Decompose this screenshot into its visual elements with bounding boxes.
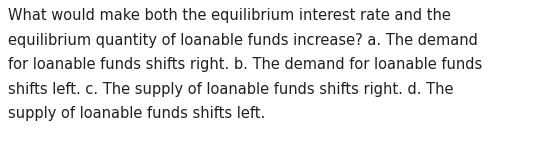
- Text: What would make both the equilibrium interest rate and the: What would make both the equilibrium int…: [8, 8, 451, 23]
- Text: supply of loanable funds shifts left.: supply of loanable funds shifts left.: [8, 106, 265, 121]
- Text: for loanable funds shifts right. b. The demand for loanable funds: for loanable funds shifts right. b. The …: [8, 57, 482, 72]
- Text: shifts left. c. The supply of loanable funds shifts right. d. The: shifts left. c. The supply of loanable f…: [8, 81, 454, 97]
- Text: equilibrium quantity of loanable funds increase? a. The demand: equilibrium quantity of loanable funds i…: [8, 33, 478, 47]
